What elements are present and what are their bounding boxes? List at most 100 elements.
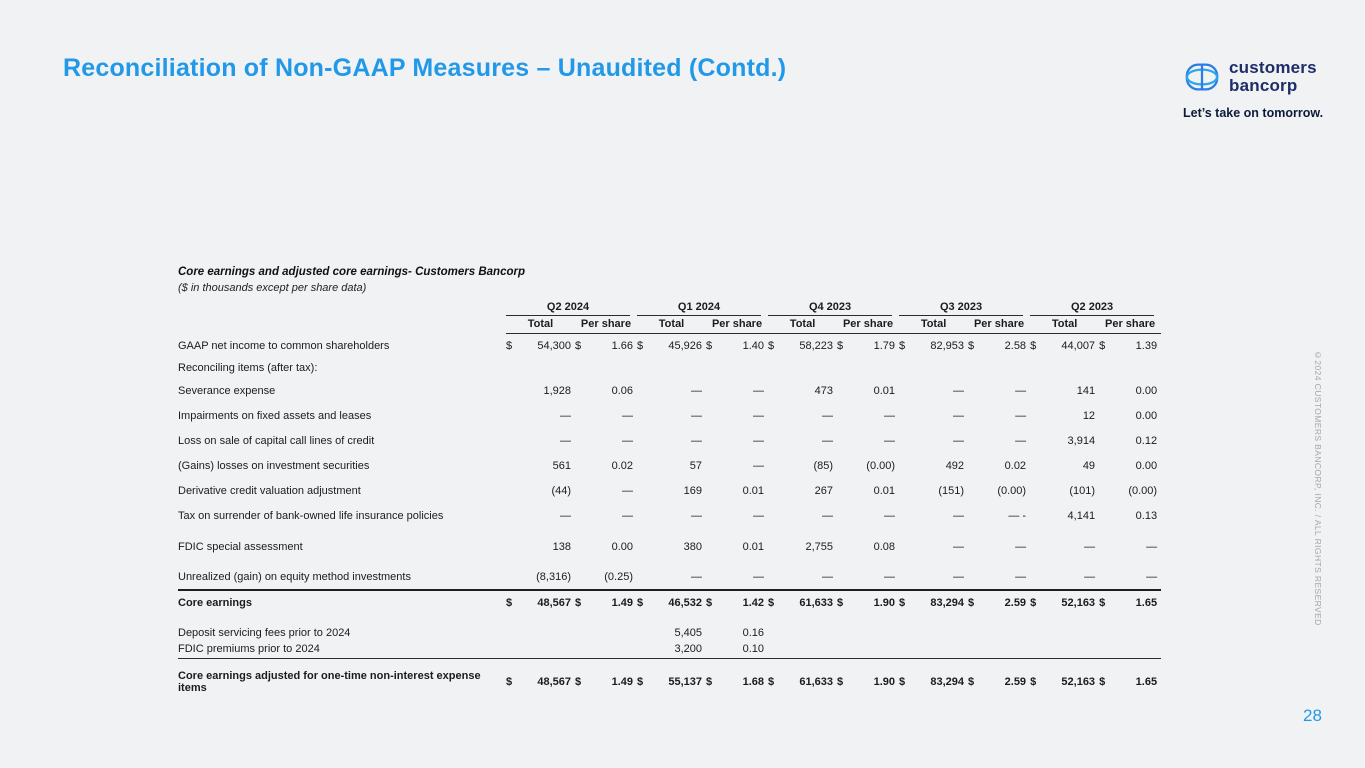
value-cell: —: [691, 434, 703, 447]
value-cell: 1.39: [1135, 339, 1158, 352]
currency-cell: [1099, 534, 1115, 559]
currency-cell: $: [837, 596, 844, 609]
value-cell: 1.42: [742, 596, 765, 609]
row-label: Severance expense: [178, 384, 276, 397]
quarter-header: Q3 2023: [899, 300, 1030, 316]
copyright-text: ©2024 CUSTOMERS BANCORP, INC. / ALL RIGH…: [1313, 350, 1323, 626]
currency-cell: $: [837, 676, 844, 688]
currency-cell: [706, 378, 722, 403]
spacer-cell: [178, 614, 1161, 624]
currency-cell: [899, 565, 914, 591]
currency-cell: [637, 428, 651, 453]
value-cell: —: [753, 509, 765, 522]
quarter-header-row: Q2 2024 Q1 2024 Q4 2023 Q3 2023 Q2 2023: [178, 300, 1161, 316]
table-row: FDIC special assessment 138 0.00 380 0.01 2,7…: [178, 534, 1161, 559]
value-cell: —: [884, 509, 896, 522]
currency-cell: [506, 403, 520, 428]
currency-cell: [1099, 378, 1115, 403]
currency-cell: [637, 641, 652, 659]
quarter-label: Q3 2023: [899, 301, 1024, 316]
value-cell: —: [1115, 565, 1162, 591]
currency-cell: [1030, 478, 1044, 503]
currency-cell: [968, 503, 984, 528]
logo-line2: bancorp: [1229, 76, 1298, 95]
row-label: FDIC special assessment: [178, 540, 303, 553]
value-cell: —: [1015, 434, 1027, 447]
value-cell: 52,163: [1061, 676, 1096, 688]
currency-cell: [506, 624, 520, 641]
value-cell: 0.01: [742, 484, 765, 497]
value-cell: 0.01: [873, 484, 896, 497]
currency-cell: [706, 503, 722, 528]
currency-cell: [1030, 503, 1044, 528]
value-cell: —: [782, 565, 838, 591]
currency-cell: [706, 565, 723, 591]
value-cell: —: [753, 409, 765, 422]
value-cell: —: [753, 459, 765, 472]
currency-cell: $: [1030, 339, 1037, 352]
value-cell: —: [1015, 540, 1027, 553]
total-header: Total: [768, 316, 838, 334]
value-cell: 492: [945, 459, 965, 472]
currency-cell: [968, 378, 984, 403]
value-cell: 4,141: [1067, 509, 1096, 522]
per-share-header: Per share: [575, 316, 638, 334]
currency-cell: [637, 624, 651, 641]
value-cell: 57: [689, 459, 703, 472]
value-cell: —: [822, 409, 834, 422]
currency-cell: [575, 565, 591, 591]
value-cell: (101): [1069, 484, 1096, 497]
value-cell: [782, 624, 837, 641]
table-row: Reconciling items (after tax):: [178, 358, 1161, 378]
currency-cell: [1030, 378, 1044, 403]
value-cell: 46,532: [668, 596, 703, 609]
value-cell: —: [1044, 565, 1100, 591]
currency-cell: [899, 624, 913, 641]
currency-cell: $: [1099, 339, 1106, 352]
value-cell: [782, 641, 838, 659]
currency-cell: [637, 403, 651, 428]
value-cell: 0.00: [1135, 409, 1158, 422]
value-cell: —: [822, 509, 834, 522]
table-row: Core earnings $48,567 $1.49 $46,532 $1.42 $61…: [178, 590, 1161, 614]
currency-cell: [968, 565, 985, 591]
subheader-row: Total Per share Total Per share Total Pe…: [178, 316, 1162, 334]
currency-cell: [837, 565, 854, 591]
value-cell: [1115, 624, 1161, 641]
value-cell: 82,953: [930, 339, 965, 352]
currency-cell: $: [968, 339, 975, 352]
currency-cell: [575, 358, 591, 378]
currency-cell: [899, 453, 913, 478]
currency-cell: [706, 641, 723, 659]
value-cell: —: [622, 434, 634, 447]
currency-cell: [637, 565, 652, 591]
currency-cell: [1030, 534, 1044, 559]
total-header: Total: [637, 316, 707, 334]
value-cell: (0.25): [591, 565, 638, 591]
currency-cell: [575, 428, 591, 453]
currency-cell: [706, 403, 722, 428]
currency-cell: [575, 624, 591, 641]
value-cell: 1.40: [742, 339, 765, 352]
row-label: Reconciling items (after tax):: [178, 362, 318, 374]
currency-cell: [506, 428, 520, 453]
table-row: (Gains) losses on investment securities 5…: [178, 453, 1161, 478]
currency-cell: [768, 478, 782, 503]
value-cell: 5,405: [674, 626, 703, 639]
currency-cell: [768, 503, 782, 528]
value-cell: 0.00: [1135, 459, 1158, 472]
table-row: [178, 614, 1161, 624]
currency-cell: [899, 641, 914, 659]
value-cell: —: [622, 409, 634, 422]
value-cell: 1,928: [543, 384, 571, 397]
currency-cell: $: [1099, 596, 1106, 609]
value-cell: 2,755: [805, 540, 834, 553]
value-cell: [984, 641, 1031, 659]
currency-cell: [1099, 478, 1115, 503]
value-cell: 380: [683, 540, 703, 553]
value-cell: [1044, 641, 1100, 659]
row-label: (Gains) losses on investment securities: [178, 459, 370, 472]
currency-cell: [506, 503, 520, 528]
currency-cell: $: [706, 339, 713, 352]
value-cell: 48,567: [537, 596, 571, 609]
